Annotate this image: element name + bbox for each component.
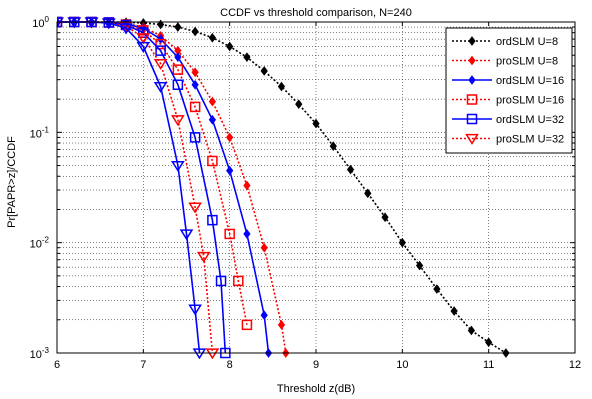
data-point [364, 188, 372, 199]
plot-frame [56, 21, 576, 354]
data-point [215, 275, 227, 287]
y-axis-label: Pr[PAPR>z]/CCDF [6, 136, 18, 228]
data-point [312, 118, 320, 129]
data-point [136, 41, 151, 53]
data-point [196, 251, 211, 263]
data-point [57, 17, 64, 29]
data-point [207, 155, 218, 167]
legend: ordSLM U=8 proSLM U=8 ordSLM U=16 proSLM U=… [445, 27, 573, 154]
data-point [346, 164, 355, 175]
data-point [243, 229, 251, 239]
data-point [433, 284, 441, 294]
x-tick-label: 9 [313, 359, 319, 371]
series-line [57, 21, 248, 325]
data-point [208, 96, 217, 107]
data-point [174, 52, 182, 63]
data-point [224, 228, 235, 240]
x-tick-label: 10 [396, 359, 408, 371]
legend-marker [468, 75, 476, 85]
data-point [189, 101, 201, 113]
legend-marker [468, 36, 476, 46]
data-point [241, 319, 253, 331]
legend-label: proSLM U=8 [496, 56, 558, 68]
data-point [155, 38, 166, 50]
data-point [179, 229, 194, 241]
legend-marker [466, 113, 478, 125]
data-point [260, 242, 268, 253]
data-point [226, 165, 234, 176]
x-tick-label: 6 [54, 359, 60, 371]
legend-label: proSLM U=32 [496, 134, 564, 146]
x-axis-label: Threshold z(dB) [277, 383, 355, 395]
data-point [277, 81, 286, 92]
y-tick-label: 100 [32, 15, 49, 30]
data-point [243, 52, 251, 63]
data-point [191, 79, 199, 90]
data-point [243, 180, 251, 191]
legend-label: ordSLM U=32 [496, 114, 564, 126]
y-tick-label: 10-2 [30, 236, 50, 251]
data-point [205, 348, 220, 359]
series-line [57, 21, 507, 354]
data-point [191, 26, 199, 37]
data-point [260, 310, 268, 321]
legend-label: proSLM U=16 [496, 95, 564, 107]
data-point [485, 337, 493, 348]
data-point [226, 41, 234, 52]
data-point [153, 58, 168, 70]
data-point [329, 141, 337, 151]
x-tick-label: 11 [483, 359, 494, 371]
data-point [188, 304, 202, 316]
data-point [381, 212, 389, 223]
data-point [415, 260, 424, 271]
data-point [84, 17, 99, 29]
data-point [171, 160, 185, 172]
data-point [233, 275, 244, 287]
data-point [101, 18, 116, 30]
x-tick-label: 8 [227, 359, 233, 371]
data-point [207, 214, 218, 226]
data-point [188, 202, 202, 214]
grid [57, 22, 575, 353]
y-tick-label: 10-3 [30, 346, 50, 361]
legend-box [445, 27, 573, 154]
data-point [67, 17, 82, 29]
x-tick-label: 7 [140, 359, 146, 371]
x-tick-label: 12 [569, 359, 581, 371]
legend-marker [466, 94, 478, 105]
chart-title: CCDF vs threshold comparison, N=240 [220, 7, 412, 19]
data-series [57, 16, 510, 359]
data-point [208, 32, 217, 43]
data-point [172, 79, 184, 90]
data-point [450, 306, 458, 316]
data-point [277, 320, 286, 330]
data-point [171, 115, 185, 127]
y-tick-label: 10-1 [30, 125, 50, 140]
data-point [189, 132, 201, 143]
data-point [191, 67, 199, 78]
data-point [174, 22, 182, 32]
data-point [155, 45, 166, 56]
data-point [172, 64, 184, 75]
data-point [153, 81, 168, 93]
data-point [208, 114, 217, 125]
data-point [467, 325, 476, 336]
legend-marker [468, 55, 476, 66]
data-point [398, 237, 406, 248]
data-point [192, 348, 207, 359]
legend-label: ordSLM U=8 [496, 36, 558, 48]
data-point [295, 99, 303, 110]
legend-label: ordSLM U=16 [496, 75, 564, 87]
data-point [226, 132, 234, 143]
data-point [260, 66, 268, 76]
data-point [119, 23, 133, 35]
legend-marker [465, 133, 479, 145]
data-point [136, 33, 151, 45]
